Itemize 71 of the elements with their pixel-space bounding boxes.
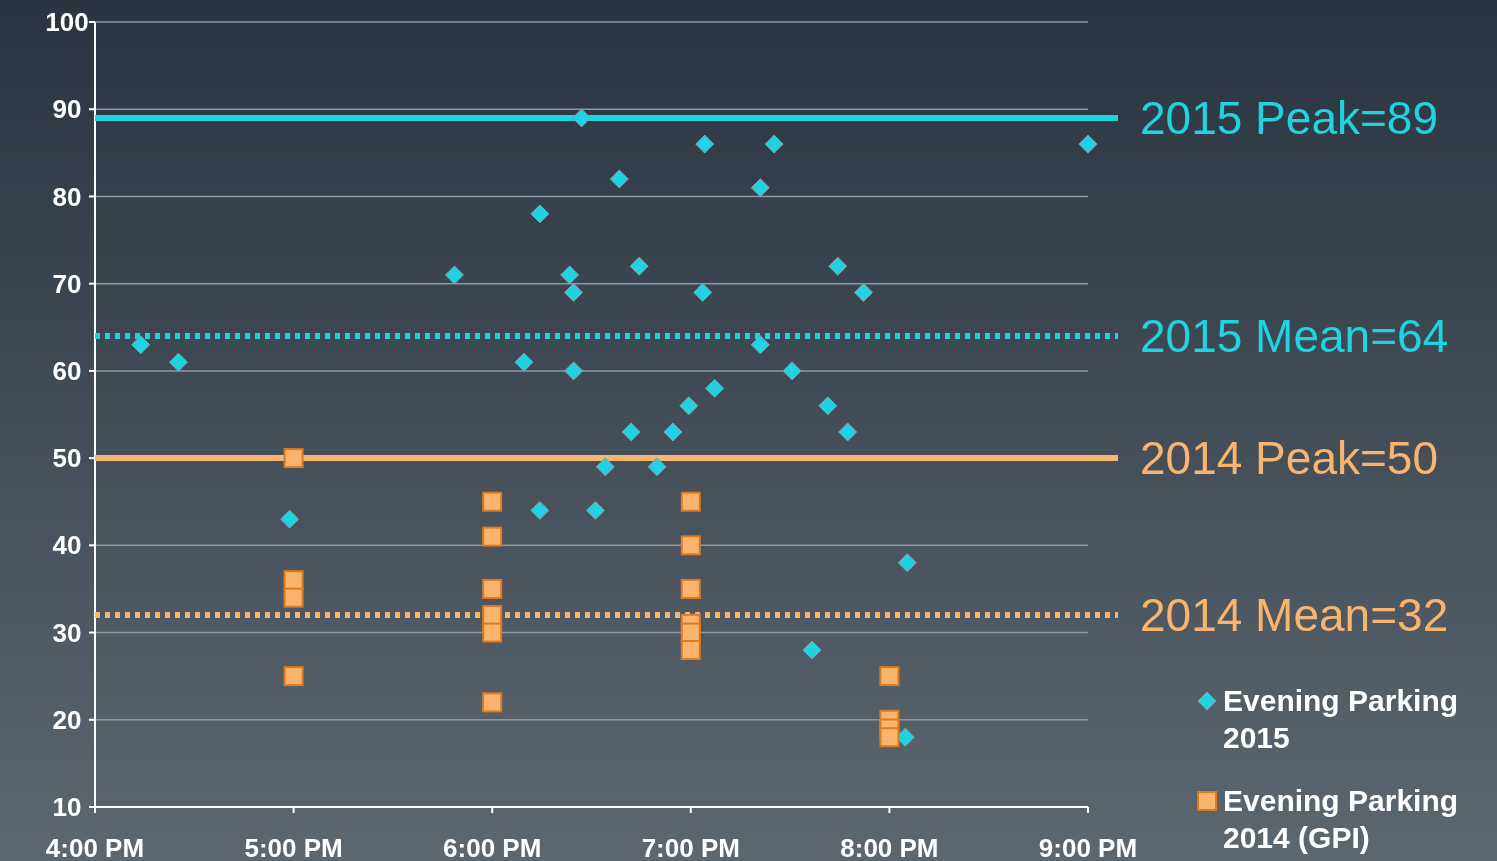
x-tick-label: 5:00 PM [244,833,343,861]
point [283,448,304,469]
point [168,352,188,372]
point [705,378,725,398]
ref-line-label: 2015 Mean=64 [1140,310,1449,363]
x-tick-label: 4:00 PM [45,833,145,861]
point [818,396,838,416]
point [782,361,802,381]
point [482,526,503,547]
point [283,570,304,591]
point [854,282,874,302]
y-tick-label: 10 [52,792,82,823]
point [680,578,701,599]
x-tick-label: 9:00 PM [1038,833,1138,861]
point [560,265,580,285]
legend-label: Evening Parking 2015 [1223,684,1459,754]
point [585,500,605,520]
point [444,265,464,285]
point [647,457,667,477]
y-tick-label: 100 [45,7,89,38]
point [482,491,503,512]
point [679,396,699,416]
point [879,666,900,687]
point [750,178,770,198]
point [879,727,900,748]
point [609,169,629,189]
point [629,256,649,276]
ref-line-label: 2014 Peak=50 [1140,432,1438,485]
point [897,553,917,573]
point [530,500,550,520]
point [482,622,503,643]
point [764,134,784,154]
point [564,282,584,302]
x-tick-label: 8:00 PM [840,833,939,861]
x-tick-label: 7:00 PM [641,833,740,861]
point [695,134,715,154]
point [595,457,615,477]
point [680,640,701,660]
point [283,666,304,687]
ref-line-label: 2015 Peak=89 [1140,92,1438,145]
point [514,352,534,372]
point [280,509,300,529]
x-tick-label: 6:00 PM [443,833,542,861]
y-tick-label: 70 [52,268,82,299]
y-tick-label: 80 [52,181,82,212]
point [530,204,550,224]
point [680,535,701,556]
point [482,692,503,713]
point [482,578,503,599]
point [663,422,683,442]
y-tick-label: 30 [52,617,82,648]
point [1078,134,1098,154]
point [572,108,592,128]
point [680,491,701,512]
y-tick-label: 20 [52,704,82,735]
point [802,640,822,660]
legend-label: Evening Parking 2014 (GPI) [1223,784,1459,854]
point [131,335,151,355]
y-tick-label: 50 [52,443,82,474]
point [828,256,848,276]
y-tick-label: 90 [52,94,82,125]
point [693,282,713,302]
point [564,361,584,381]
point [283,587,304,608]
y-tick-label: 60 [52,355,82,386]
y-tick-label: 40 [52,530,82,561]
ref-line-label: 2014 Mean=32 [1140,589,1449,642]
point [621,422,641,442]
point [482,605,503,626]
point [838,422,858,442]
point [750,335,770,355]
